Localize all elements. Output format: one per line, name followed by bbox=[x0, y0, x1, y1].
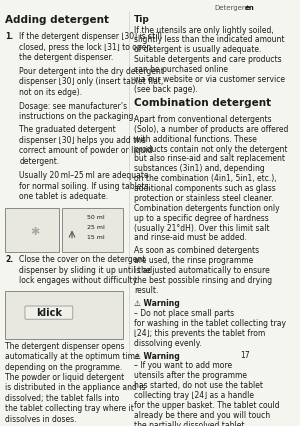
Text: Tip: Tip bbox=[134, 14, 149, 23]
Text: via our website or via customer service: via our website or via customer service bbox=[134, 75, 285, 84]
FancyBboxPatch shape bbox=[25, 306, 73, 319]
Text: 17: 17 bbox=[240, 351, 250, 360]
Text: of detergent is usually adequate.: of detergent is usually adequate. bbox=[134, 45, 261, 55]
Text: – If you want to add more: – If you want to add more bbox=[134, 361, 232, 371]
Text: klick: klick bbox=[36, 308, 62, 318]
Text: en: en bbox=[245, 6, 255, 12]
Text: ⚠ Warning: ⚠ Warning bbox=[134, 299, 179, 308]
Text: ⚠ Warning: ⚠ Warning bbox=[134, 351, 179, 360]
Text: slightly less than the indicated amount: slightly less than the indicated amount bbox=[134, 35, 284, 44]
Text: Suitable detergents and care products: Suitable detergents and care products bbox=[134, 55, 281, 64]
Text: If the utensils are only lightly soiled,: If the utensils are only lightly soiled, bbox=[134, 26, 274, 35]
Text: Combination detergent: Combination detergent bbox=[134, 98, 271, 108]
Text: ✱: ✱ bbox=[30, 227, 40, 237]
Text: the best possible rinsing and drying: the best possible rinsing and drying bbox=[134, 276, 272, 285]
Text: collecting tray ⌊24⌋ as a handle: collecting tray ⌊24⌋ as a handle bbox=[134, 391, 254, 400]
Text: 2.: 2. bbox=[5, 255, 13, 265]
Text: utensils after the programme: utensils after the programme bbox=[134, 371, 247, 380]
FancyBboxPatch shape bbox=[62, 208, 124, 252]
Text: 1.: 1. bbox=[5, 32, 13, 41]
Text: dissolving evenly.: dissolving evenly. bbox=[134, 339, 201, 348]
Text: substances (3in1) and, depending: substances (3in1) and, depending bbox=[134, 164, 265, 173]
Text: 15 ml: 15 ml bbox=[88, 235, 105, 240]
Text: 50 ml: 50 ml bbox=[88, 215, 105, 220]
Text: (see back page).: (see back page). bbox=[134, 85, 197, 94]
Text: – Do not place small parts: – Do not place small parts bbox=[134, 309, 234, 318]
Text: Adding detergent: Adding detergent bbox=[5, 14, 109, 25]
FancyBboxPatch shape bbox=[5, 208, 59, 252]
Text: up to a specific degree of hardness: up to a specific degree of hardness bbox=[134, 214, 268, 223]
Text: on the combination (4in1, 5in1, etc.),: on the combination (4in1, 5in1, etc.), bbox=[134, 174, 276, 183]
Text: are used, the rinse programme: are used, the rinse programme bbox=[134, 256, 253, 265]
Text: Detergent: Detergent bbox=[214, 6, 250, 12]
Text: Combination detergents function only: Combination detergents function only bbox=[134, 204, 279, 213]
Text: and rinse-aid must be added.: and rinse-aid must be added. bbox=[134, 233, 247, 242]
Text: Apart from conventional detergents: Apart from conventional detergents bbox=[134, 115, 272, 124]
Text: protection or stainless steel cleaner.: protection or stainless steel cleaner. bbox=[134, 194, 273, 203]
Text: 25 ml: 25 ml bbox=[88, 225, 105, 230]
Text: for washing in the tablet collecting tray: for washing in the tablet collecting tra… bbox=[134, 319, 286, 328]
FancyBboxPatch shape bbox=[5, 291, 124, 339]
Text: already be there and you will touch: already be there and you will touch bbox=[134, 411, 270, 420]
Text: the partially dissolved tablet.: the partially dissolved tablet. bbox=[134, 421, 247, 426]
Text: Pour detergent into the dry detergent
dispenser ⌊30⌋ only (insert tablet flat,
n: Pour detergent into the dry detergent di… bbox=[19, 67, 164, 97]
Text: can be purchased online: can be purchased online bbox=[134, 65, 228, 74]
Text: The graduated detergent
dispenser ⌊30⌋ helps you add the
correct amount of powde: The graduated detergent dispenser ⌊30⌋ h… bbox=[19, 126, 153, 166]
Text: (Solo), a number of products are offered: (Solo), a number of products are offered bbox=[134, 125, 288, 134]
Text: for the upper basket. The tablet could: for the upper basket. The tablet could bbox=[134, 401, 279, 410]
Text: ⌊24⌋; this prevents the tablet from: ⌊24⌋; this prevents the tablet from bbox=[134, 329, 265, 338]
Text: is adjusted automatically to ensure: is adjusted automatically to ensure bbox=[134, 266, 269, 275]
Text: The detergent dispenser opens
automatically at the optimum time
depending on the: The detergent dispenser opens automatica… bbox=[5, 342, 145, 423]
Text: If the detergent dispenser ⌊30⌋ is still
closed, press the lock ⌊31⌋ to open
the: If the detergent dispenser ⌊30⌋ is still… bbox=[19, 32, 162, 62]
Text: additional components such as glass: additional components such as glass bbox=[134, 184, 275, 193]
Text: with additional functions. These: with additional functions. These bbox=[134, 135, 256, 144]
Text: As soon as combined detergents: As soon as combined detergents bbox=[134, 246, 259, 255]
Text: Dosage: see manufacturer’s
instructions on the packaging.: Dosage: see manufacturer’s instructions … bbox=[19, 102, 136, 121]
Text: Close the cover on the detergent
dispenser by sliding it up until the
lock engag: Close the cover on the detergent dispens… bbox=[19, 255, 151, 285]
Text: Usually 20 ml–25 ml are adequate
for normal soiling. If using tablets,
one table: Usually 20 ml–25 ml are adequate for nor… bbox=[19, 171, 151, 201]
Text: products contain not only the detergent: products contain not only the detergent bbox=[134, 144, 287, 153]
Text: but also rinse-aid and salt replacement: but also rinse-aid and salt replacement bbox=[134, 154, 285, 164]
Text: result.: result. bbox=[134, 286, 158, 295]
Text: (usually 21°dH). Over this limit salt: (usually 21°dH). Over this limit salt bbox=[134, 224, 269, 233]
Text: has started, do not use the tablet: has started, do not use the tablet bbox=[134, 381, 263, 390]
